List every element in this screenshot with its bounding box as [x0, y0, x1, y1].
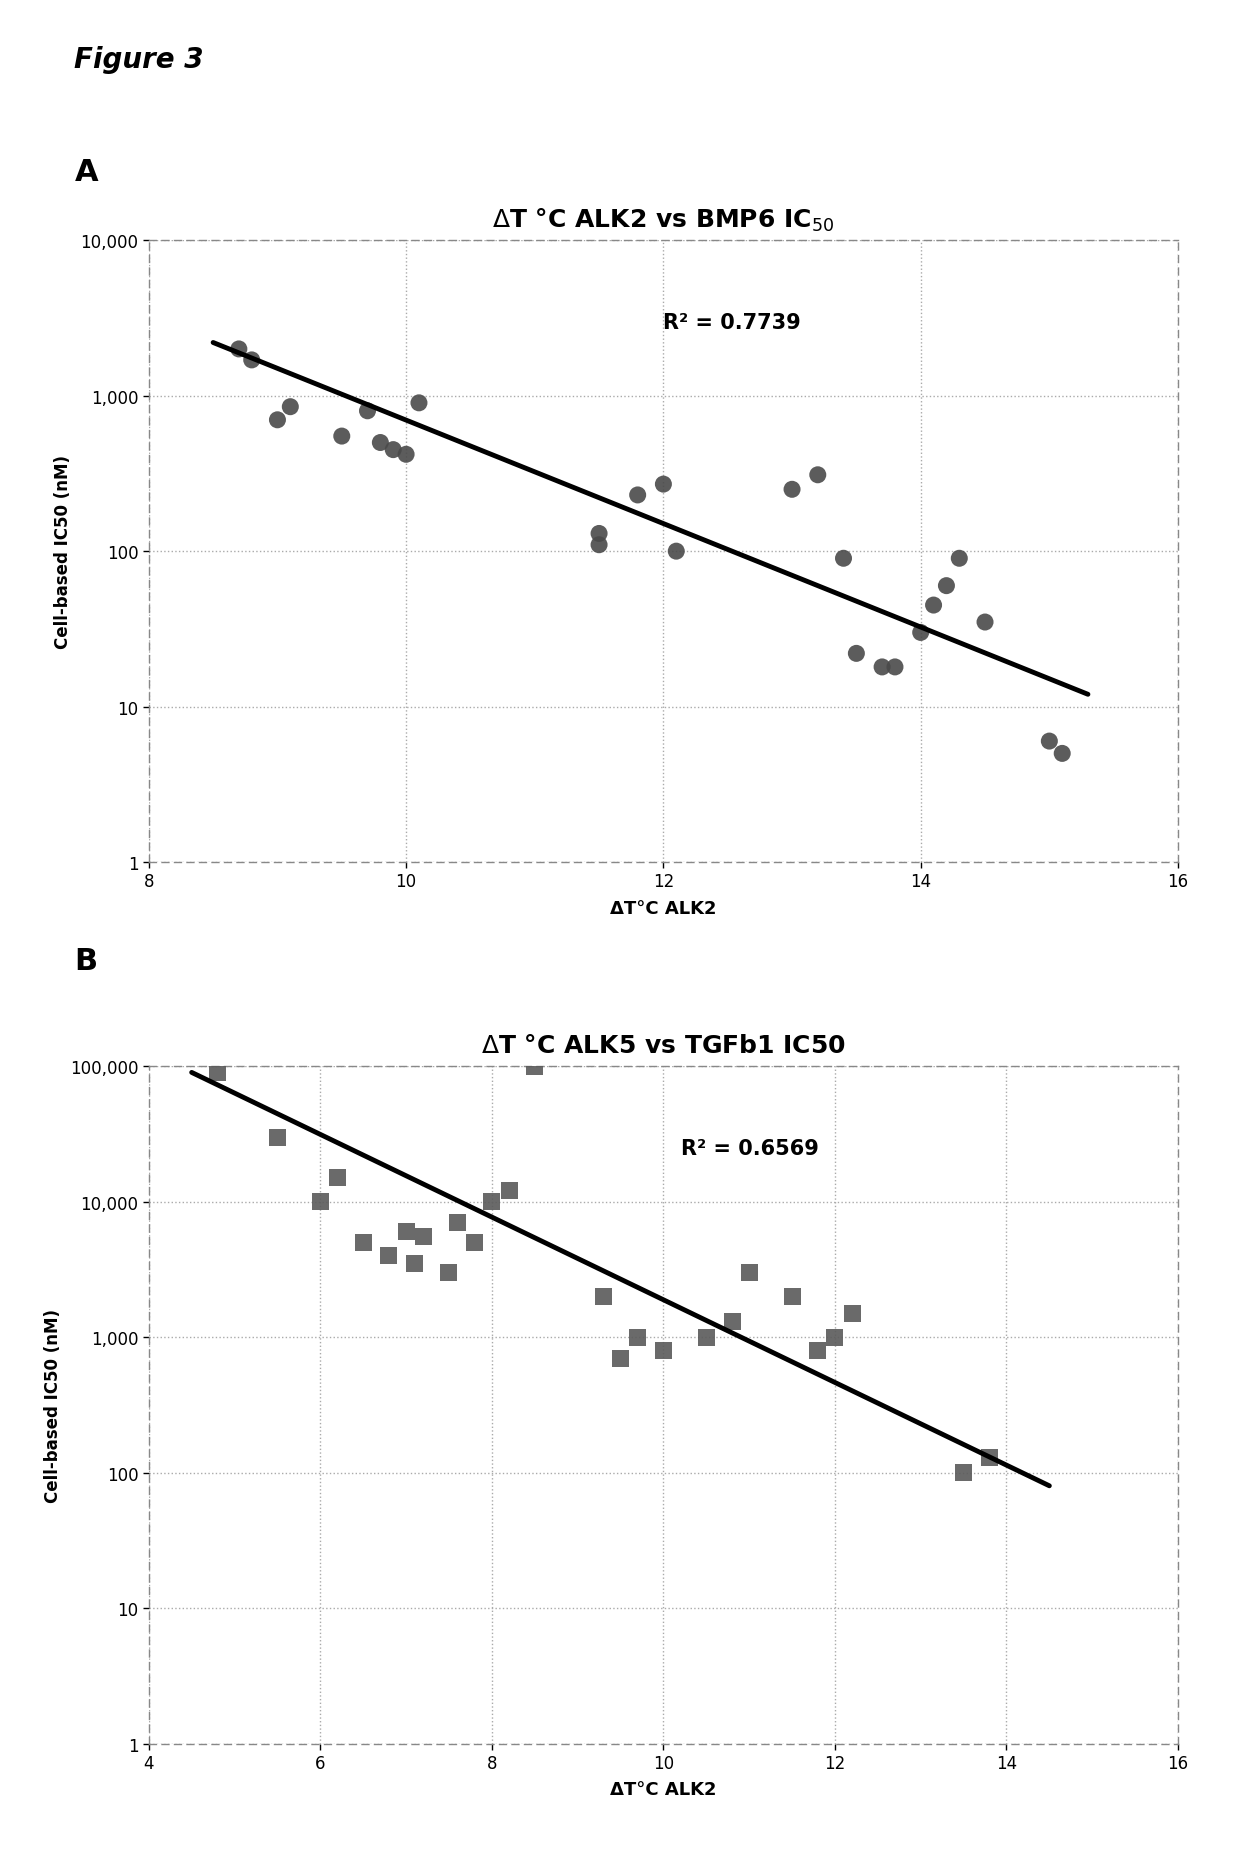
- Point: [589, 531, 609, 560]
- Point: [594, 1282, 614, 1311]
- Point: [1053, 738, 1073, 768]
- Y-axis label: Cell-based IC50 (nM): Cell-based IC50 (nM): [55, 454, 72, 649]
- Title: $\Delta$T °C ALK5 vs TGFb1 IC50: $\Delta$T °C ALK5 vs TGFb1 IC50: [481, 1033, 846, 1057]
- Text: R² = 0.6569: R² = 0.6569: [681, 1139, 818, 1158]
- Point: [910, 618, 930, 647]
- Point: [242, 345, 262, 375]
- Point: [653, 469, 673, 499]
- Point: [954, 1458, 973, 1488]
- Point: [627, 480, 647, 510]
- Y-axis label: Cell-based IC50 (nM): Cell-based IC50 (nM): [43, 1308, 62, 1503]
- Point: [980, 1443, 999, 1473]
- X-axis label: ΔT°C ALK2: ΔT°C ALK2: [610, 900, 717, 916]
- Point: [924, 592, 944, 621]
- X-axis label: ΔT°C ALK2: ΔT°C ALK2: [610, 1781, 717, 1797]
- Point: [207, 1057, 227, 1087]
- Point: [782, 1282, 802, 1311]
- Point: [357, 397, 377, 427]
- Point: [327, 1163, 347, 1193]
- Point: [697, 1323, 717, 1352]
- Point: [229, 336, 249, 365]
- Point: [525, 1052, 544, 1081]
- Point: [498, 1176, 518, 1206]
- Text: A: A: [74, 158, 98, 187]
- Point: [404, 1248, 424, 1278]
- Point: [465, 1228, 485, 1258]
- Point: [332, 421, 352, 451]
- Point: [653, 1336, 673, 1365]
- Point: [409, 390, 429, 419]
- Point: [885, 653, 905, 683]
- Point: [825, 1323, 844, 1352]
- Point: [610, 1343, 630, 1373]
- Point: [268, 1122, 288, 1152]
- Point: [739, 1258, 759, 1287]
- Point: [627, 1323, 647, 1352]
- Point: [842, 1298, 862, 1328]
- Point: [589, 519, 609, 549]
- Point: [310, 1187, 330, 1217]
- Point: [397, 1217, 417, 1247]
- Point: [872, 653, 892, 683]
- Point: [280, 393, 300, 423]
- Point: [353, 1228, 373, 1258]
- Point: [808, 1336, 828, 1365]
- Point: [396, 440, 415, 469]
- Text: B: B: [74, 946, 98, 976]
- Point: [413, 1222, 433, 1252]
- Point: [808, 460, 828, 490]
- Point: [936, 571, 956, 601]
- Point: [379, 1241, 399, 1271]
- Point: [448, 1208, 467, 1237]
- Title: $\Delta$T °C ALK2 vs BMP6 IC$_{50}$: $\Delta$T °C ALK2 vs BMP6 IC$_{50}$: [492, 206, 835, 234]
- Point: [950, 544, 970, 573]
- Point: [383, 436, 403, 466]
- Point: [1039, 727, 1059, 757]
- Point: [268, 406, 288, 436]
- Point: [666, 536, 686, 566]
- Text: Figure 3: Figure 3: [74, 46, 203, 74]
- Point: [833, 544, 853, 573]
- Point: [975, 608, 994, 638]
- Point: [482, 1187, 502, 1217]
- Point: [371, 429, 391, 458]
- Text: R² = 0.7739: R² = 0.7739: [663, 312, 801, 332]
- Point: [722, 1308, 742, 1337]
- Point: [439, 1258, 459, 1287]
- Point: [847, 640, 867, 670]
- Point: [782, 475, 802, 505]
